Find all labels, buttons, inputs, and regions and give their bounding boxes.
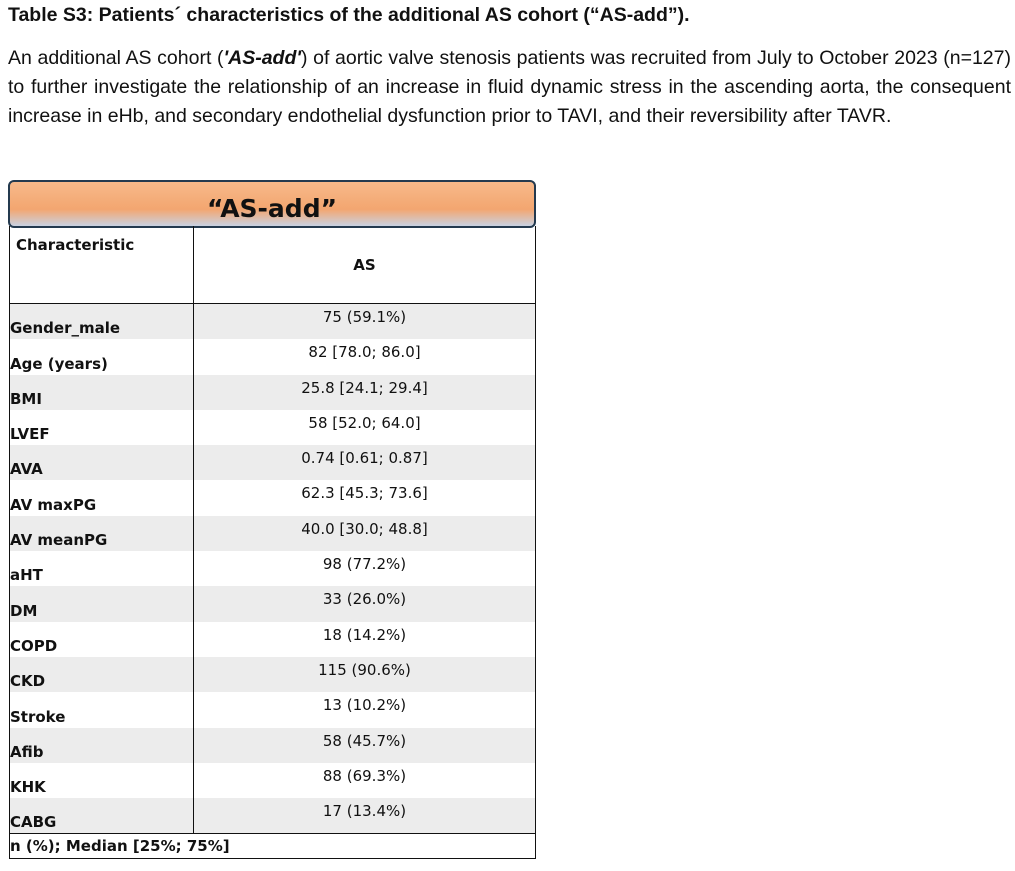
characteristic-label: aHT: [10, 566, 43, 585]
header-cell-group: AS: [193, 226, 536, 304]
description-paragraph: An additional AS cohort ('AS-add') of ao…: [8, 44, 1011, 131]
characteristic-value: 62.3 [45.3; 73.6]: [301, 484, 428, 503]
characteristic-label: Stroke: [10, 707, 66, 726]
paragraph-text-before: An additional AS cohort (: [8, 47, 224, 69]
characteristic-label: COPD: [10, 636, 58, 655]
table-row: AV maxPG 62.3 [45.3; 73.6]: [9, 480, 536, 516]
header-group-label: AS: [353, 256, 376, 274]
characteristic-cell: Age (years): [9, 339, 194, 375]
characteristic-cell: LVEF: [9, 409, 194, 446]
value-cell: 115 (90.6%): [193, 656, 536, 693]
characteristic-value: 88 (69.3%): [322, 766, 407, 785]
cohort-banner: “AS-add”: [8, 180, 536, 228]
characteristic-value: 25.8 [24.1; 29.4]: [301, 378, 428, 397]
characteristic-value: 75 (59.1%): [322, 308, 407, 326]
value-cell: 75 (59.1%): [193, 303, 536, 340]
table-row: AV meanPG 40.0 [30.0; 48.8]: [9, 515, 536, 552]
characteristic-value: 0.74 [0.61; 0.87]: [301, 449, 428, 468]
value-cell: 17 (13.4%): [193, 798, 536, 835]
value-cell: 33 (26.0%): [193, 586, 536, 622]
table-row: KHK 88 (69.3%): [9, 762, 536, 799]
value-cell: 13 (10.2%): [193, 692, 536, 728]
characteristic-value: 18 (14.2%): [322, 625, 407, 644]
characteristic-value: 82 [78.0; 86.0]: [308, 343, 421, 362]
paragraph-text-after: ) of aortic valve stenosis patients was …: [8, 47, 1011, 127]
characteristic-value: 58 (45.7%): [322, 731, 407, 750]
characteristic-label: Afib: [10, 742, 44, 761]
value-cell: 40.0 [30.0; 48.8]: [193, 515, 536, 552]
value-cell: 82 [78.0; 86.0]: [193, 339, 536, 375]
table-row: Gender_male 75 (59.1%): [9, 303, 536, 340]
characteristics-table: Characteristic AS Gender_male 75 (59.1%) A…: [9, 226, 536, 860]
characteristic-label: AV meanPG: [10, 531, 108, 550]
characteristic-cell: DM: [9, 586, 194, 622]
table-footnote: n (%); Median [25%; 75%]: [9, 833, 536, 860]
characteristic-cell: CKD: [9, 656, 194, 693]
table-row: AVA 0.74 [0.61; 0.87]: [9, 445, 536, 481]
table-footnote-row: n (%); Median [25%; 75%]: [9, 833, 536, 860]
table-row: DM 33 (26.0%): [9, 586, 536, 622]
table-row: LVEF 58 [52.0; 64.0]: [9, 409, 536, 446]
characteristic-label: CKD: [10, 672, 46, 691]
characteristic-label: AVA: [10, 460, 43, 479]
value-cell: 18 (14.2%): [193, 621, 536, 657]
table-row: Age (years) 82 [78.0; 86.0]: [9, 339, 536, 375]
value-cell: 58 (45.7%): [193, 727, 536, 763]
characteristic-cell: AV meanPG: [9, 515, 194, 552]
characteristic-cell: Gender_male: [9, 303, 194, 340]
characteristic-value: 115 (90.6%): [318, 660, 411, 679]
characteristic-cell: KHK: [9, 762, 194, 799]
value-cell: 58 [52.0; 64.0]: [193, 409, 536, 446]
characteristic-cell: COPD: [9, 621, 194, 657]
characteristic-cell: BMI: [9, 374, 194, 410]
characteristic-label: LVEF: [10, 425, 50, 444]
characteristic-label: KHK: [10, 778, 46, 797]
table-row: CKD 115 (90.6%): [9, 656, 536, 693]
value-cell: 62.3 [45.3; 73.6]: [193, 480, 536, 516]
value-cell: 25.8 [24.1; 29.4]: [193, 374, 536, 410]
value-cell: 88 (69.3%): [193, 762, 536, 799]
table-row: BMI 25.8 [24.1; 29.4]: [9, 374, 536, 410]
characteristic-cell: AVA: [9, 445, 194, 481]
header-characteristic-label: Characteristic: [16, 236, 135, 254]
characteristic-cell: Stroke: [9, 692, 194, 728]
table-row: Afib 58 (45.7%): [9, 727, 536, 763]
characteristic-label: Gender_male: [10, 319, 121, 338]
characteristic-value: 33 (26.0%): [322, 590, 407, 609]
value-cell: 0.74 [0.61; 0.87]: [193, 445, 536, 481]
characteristic-value: 58 [52.0; 64.0]: [308, 413, 421, 432]
table-caption: Table S3: Patients´ characteristics of t…: [8, 4, 690, 26]
characteristic-cell: aHT: [9, 551, 194, 587]
table-row: aHT 98 (77.2%): [9, 551, 536, 587]
value-cell: 98 (77.2%): [193, 551, 536, 587]
table-header-row: Characteristic AS: [9, 226, 536, 304]
characteristic-label: AV maxPG: [10, 495, 97, 514]
characteristic-label: DM: [10, 601, 38, 620]
table-row: CABG 17 (13.4%): [9, 798, 536, 835]
header-cell-characteristic: Characteristic: [9, 226, 194, 304]
characteristic-label: BMI: [10, 389, 42, 408]
table-row: Stroke 13 (10.2%): [9, 692, 536, 728]
characteristic-cell: Afib: [9, 727, 194, 763]
cohort-name: 'AS-add': [223, 47, 302, 69]
characteristic-label: CABG: [10, 813, 57, 832]
characteristic-value: 98 (77.2%): [322, 555, 407, 574]
characteristic-cell: AV maxPG: [9, 480, 194, 516]
characteristic-cell: CABG: [9, 798, 194, 835]
table-row: COPD 18 (14.2%): [9, 621, 536, 657]
characteristic-value: 17 (13.4%): [322, 802, 407, 821]
characteristic-label: Age (years): [10, 354, 108, 373]
characteristic-value: 13 (10.2%): [322, 696, 407, 715]
characteristic-value: 40.0 [30.0; 48.8]: [301, 519, 428, 538]
